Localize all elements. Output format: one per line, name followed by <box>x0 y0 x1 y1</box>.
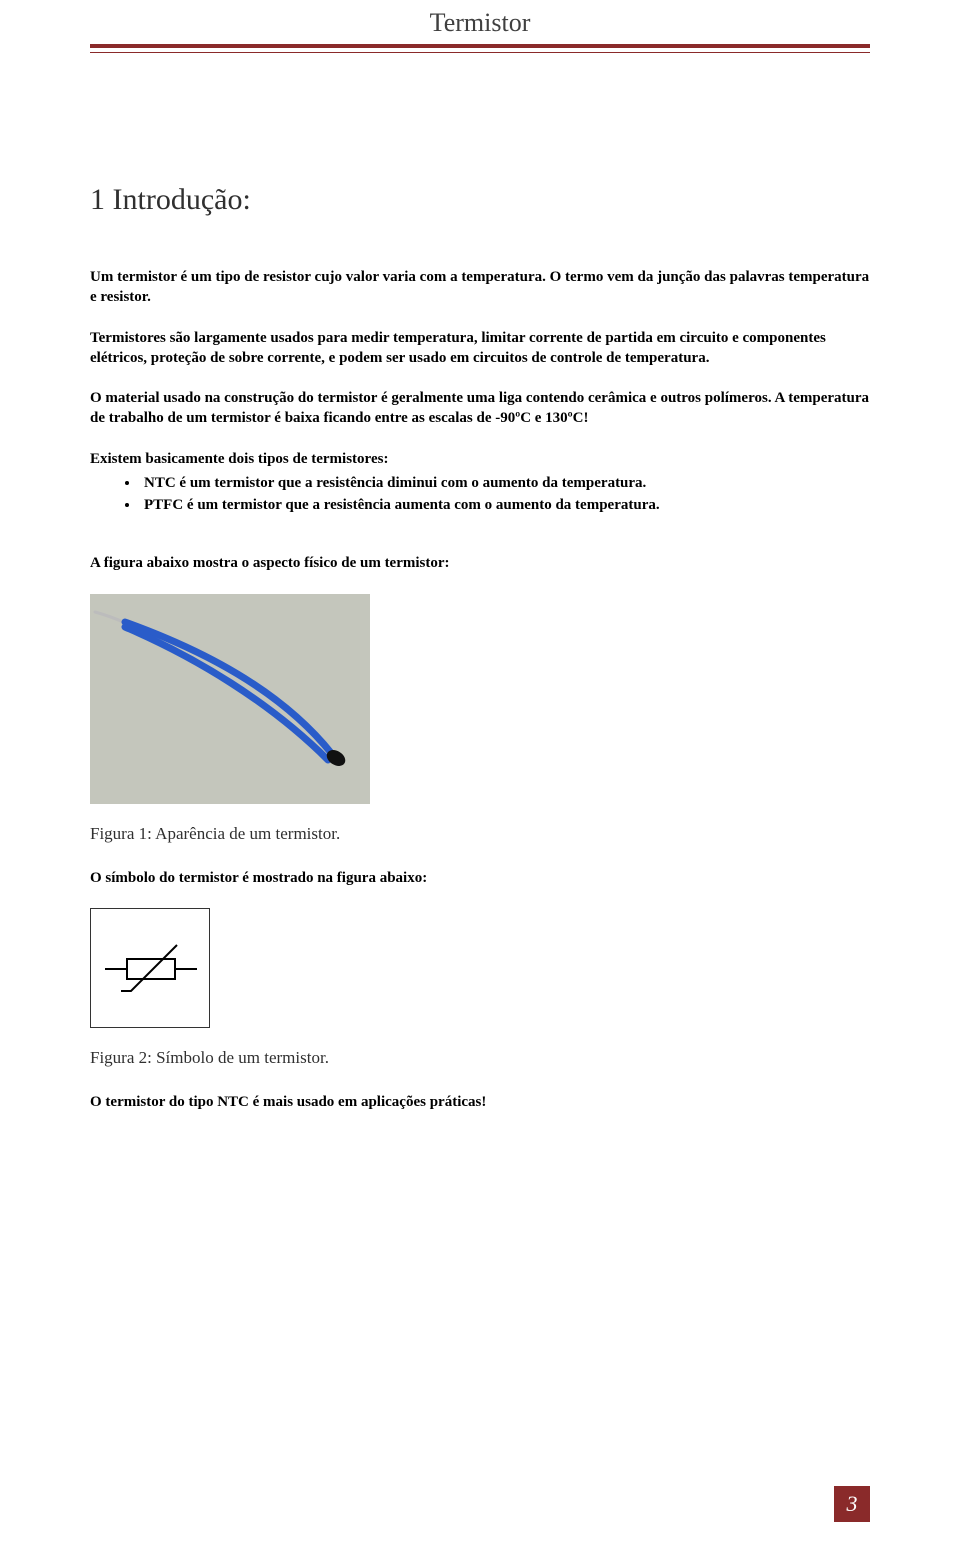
page-number: 3 <box>847 1491 858 1517</box>
thermistor-symbol <box>90 908 210 1028</box>
figure2-caption: Figura 2: Símbolo de um termistor. <box>90 1048 870 1068</box>
paragraph-figure2-lead: O símbolo do termistor é mostrado na fig… <box>90 868 870 888</box>
paragraph-material: O material usado na construção do termis… <box>90 388 870 429</box>
list-item-ptfc: PTFC é um termistor que a resistência au… <box>140 495 870 515</box>
types-list: NTC é um termistor que a resistência dim… <box>90 473 870 516</box>
section-heading: 1 Introdução: <box>90 183 870 217</box>
thermistor-symbol-svg <box>91 909 211 1029</box>
paragraph-usage: Termistores são largamente usados para m… <box>90 328 870 369</box>
list-item-ntc: NTC é um termistor que a resistência dim… <box>140 473 870 493</box>
paragraph-types-lead: Existem basicamente dois tipos de termis… <box>90 449 870 469</box>
thermistor-photo <box>90 594 370 804</box>
paragraph-figure1-lead: A figura abaixo mostra o aspecto físico … <box>90 553 870 573</box>
page: Termistor 1 Introdução: Um termistor é u… <box>0 0 960 1552</box>
figure1-caption: Figura 1: Aparência de um termistor. <box>90 824 870 844</box>
paragraph-intro: Um termistor é um tipo de resistor cujo … <box>90 267 870 308</box>
thermistor-photo-svg <box>90 594 370 804</box>
paragraph-ntc-note: O termistor do tipo NTC é mais usado em … <box>90 1092 870 1112</box>
header-rule <box>90 44 870 53</box>
page-number-box: 3 <box>834 1486 870 1522</box>
document-title: Termistor <box>90 0 870 44</box>
